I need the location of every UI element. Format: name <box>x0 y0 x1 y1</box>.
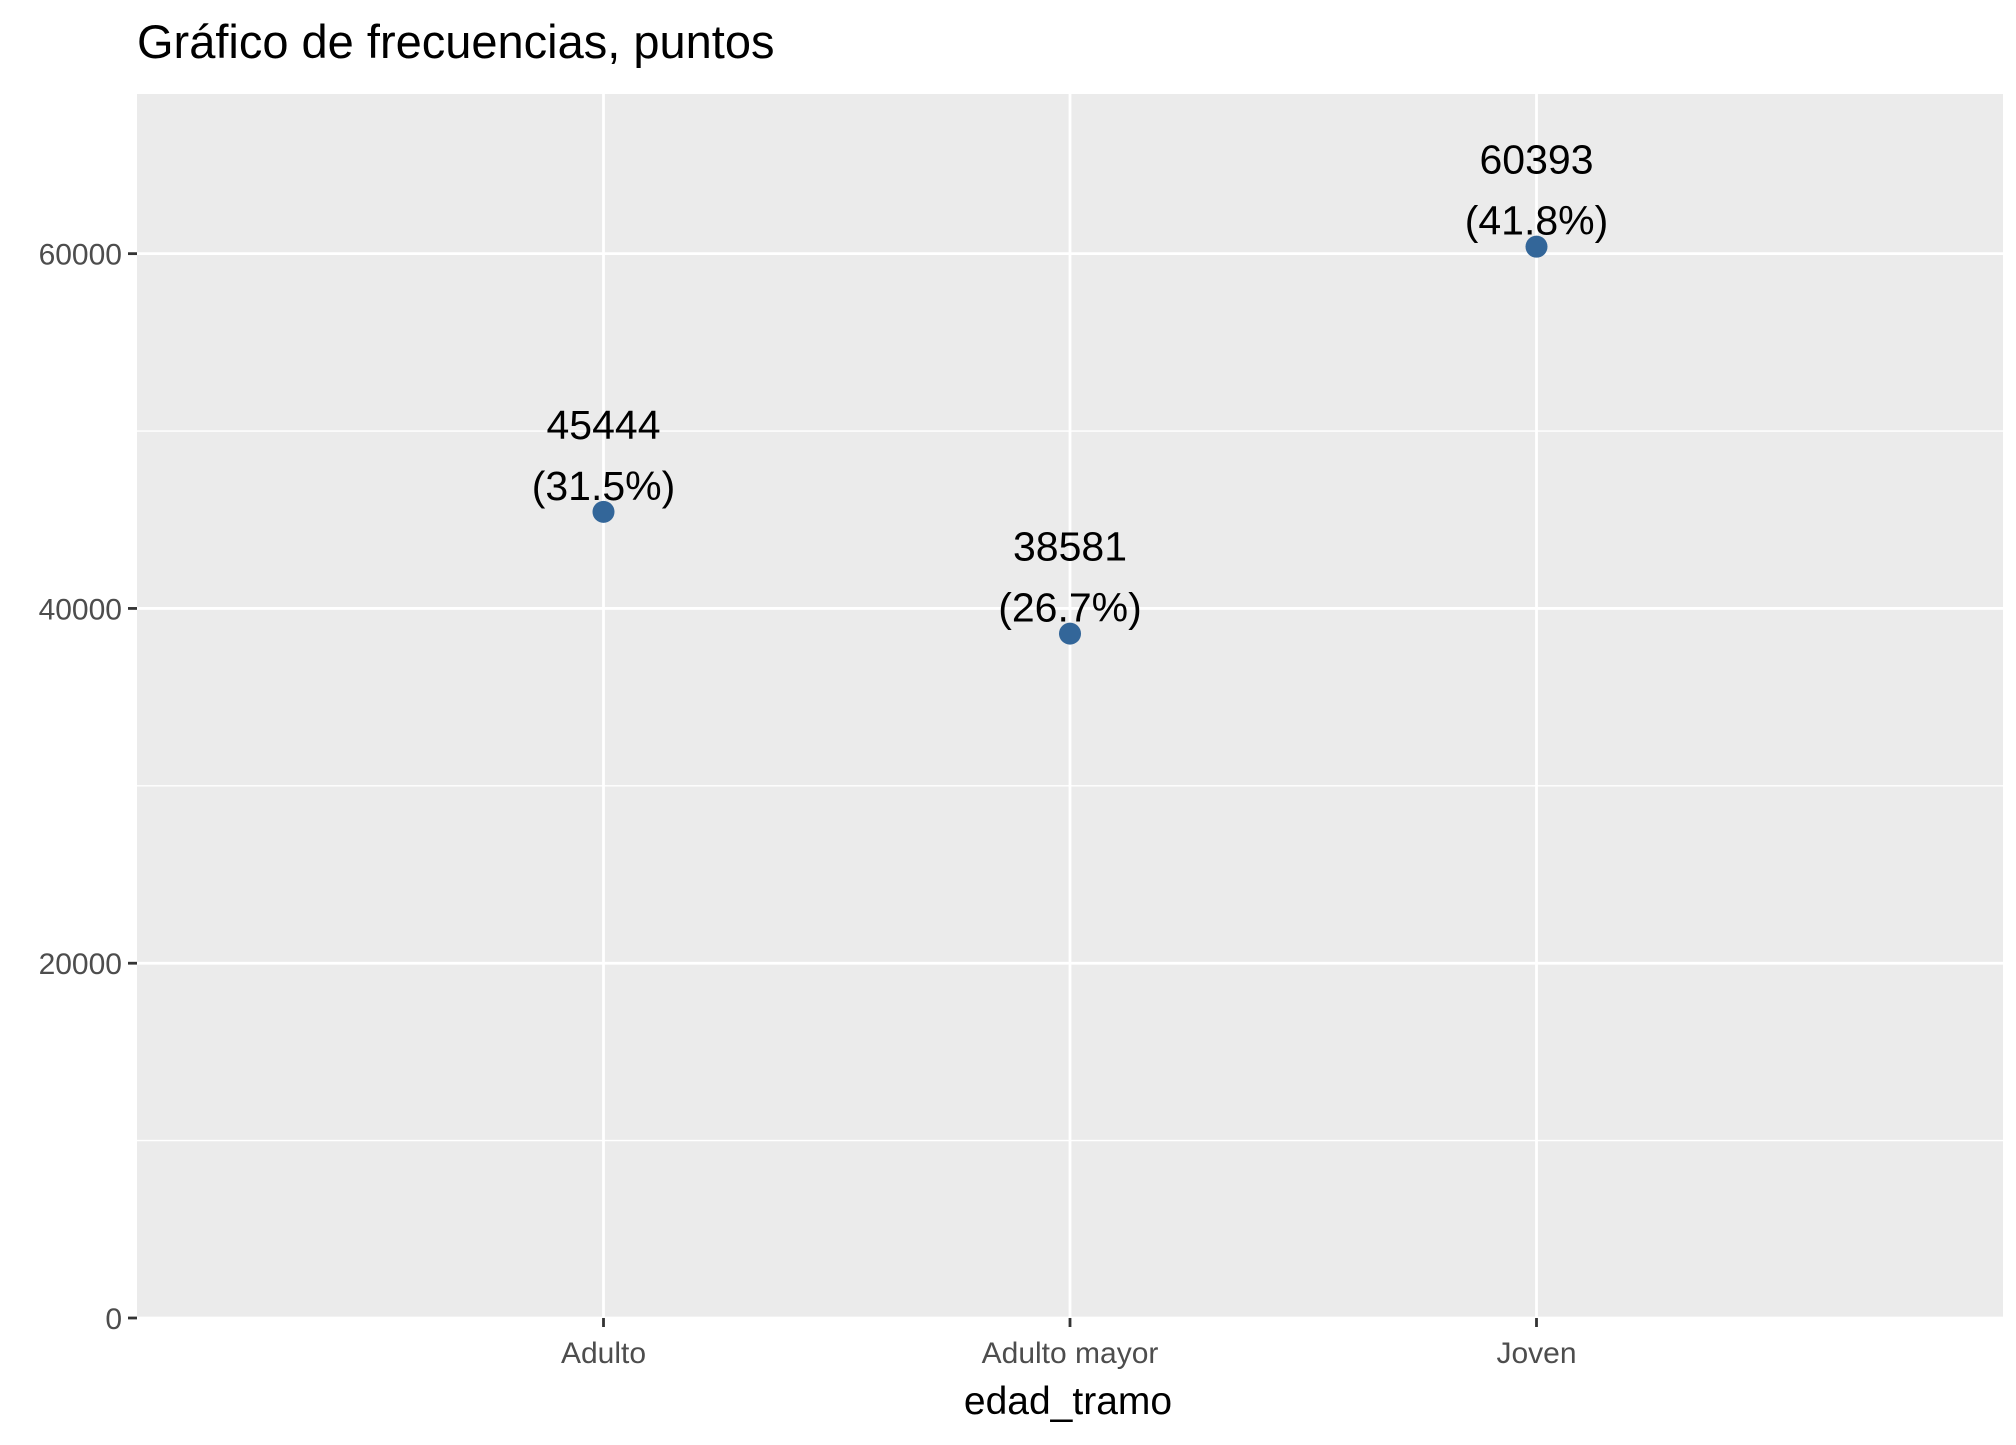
data-point <box>592 500 615 523</box>
data-label-count: 60393 <box>1479 137 1593 183</box>
x-tick-label: Joven <box>1496 1337 1576 1370</box>
data-label-percent: (31.5%) <box>532 463 676 509</box>
data-label-percent: (41.8%) <box>1465 198 1609 244</box>
label-layer: 45444 (31.5%) 38581 (26.7%) 60393 (41.8%) <box>532 137 1609 631</box>
y-tick-label: 60000 <box>39 239 122 272</box>
grid-layer <box>137 94 2003 1320</box>
point-layer <box>592 235 1548 645</box>
y-tick-label: 40000 <box>39 593 122 626</box>
data-label-percent: (26.7%) <box>998 585 1142 631</box>
data-label-count: 45444 <box>546 402 660 448</box>
data-point <box>1525 235 1548 258</box>
x-tick-label: Adulto mayor <box>982 1337 1159 1370</box>
chart-title: Gráfico de frecuencias, puntos <box>137 15 774 68</box>
y-tick-label: 0 <box>105 1303 122 1336</box>
x-axis-title: edad_tramo <box>964 1380 1172 1423</box>
data-point <box>1059 622 1081 645</box>
y-tick-label: 20000 <box>39 948 122 981</box>
x-tick-label: Adulto <box>561 1337 646 1370</box>
axis-layer: 0 20000 40000 60000 Adulto Adulto mayor Joven <box>39 239 1577 1370</box>
data-label-count: 38581 <box>1013 524 1127 570</box>
